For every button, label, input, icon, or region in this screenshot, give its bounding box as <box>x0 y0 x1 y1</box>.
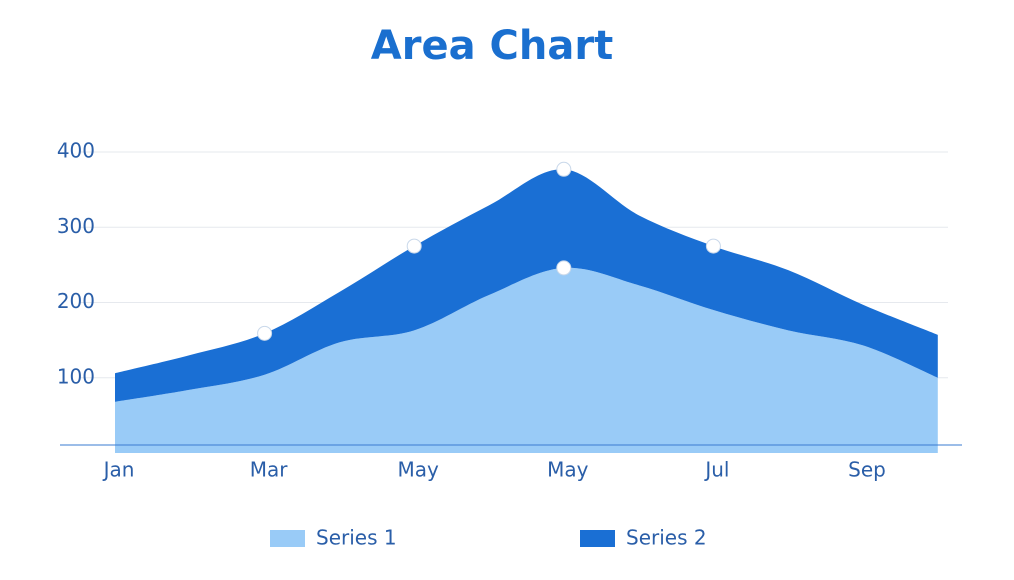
x-tick-label: May <box>547 458 589 482</box>
point-marker <box>556 161 572 177</box>
y-tick-label: 400 <box>57 139 95 163</box>
y-tick-label: 300 <box>57 214 95 238</box>
legend-swatch <box>270 530 305 547</box>
x-tick-label: Sep <box>848 458 886 482</box>
legend-swatch <box>580 530 615 547</box>
point-marker <box>556 260 572 276</box>
point-marker <box>257 325 273 341</box>
area <box>115 169 938 402</box>
y-tick-label: 100 <box>57 364 95 388</box>
area <box>115 267 938 453</box>
x-tick-label: Jul <box>703 458 729 482</box>
legend-label: Series 2 <box>626 526 707 550</box>
point-marker <box>705 238 721 254</box>
x-tick-label: Jan <box>102 458 135 482</box>
legend-label: Series 1 <box>316 526 397 550</box>
x-tick-label: May <box>398 458 440 482</box>
point-marker <box>406 238 422 254</box>
y-tick-label: 200 <box>57 289 95 313</box>
x-tick-label: Mar <box>250 458 289 482</box>
chart-title: Area Chart <box>371 23 613 69</box>
